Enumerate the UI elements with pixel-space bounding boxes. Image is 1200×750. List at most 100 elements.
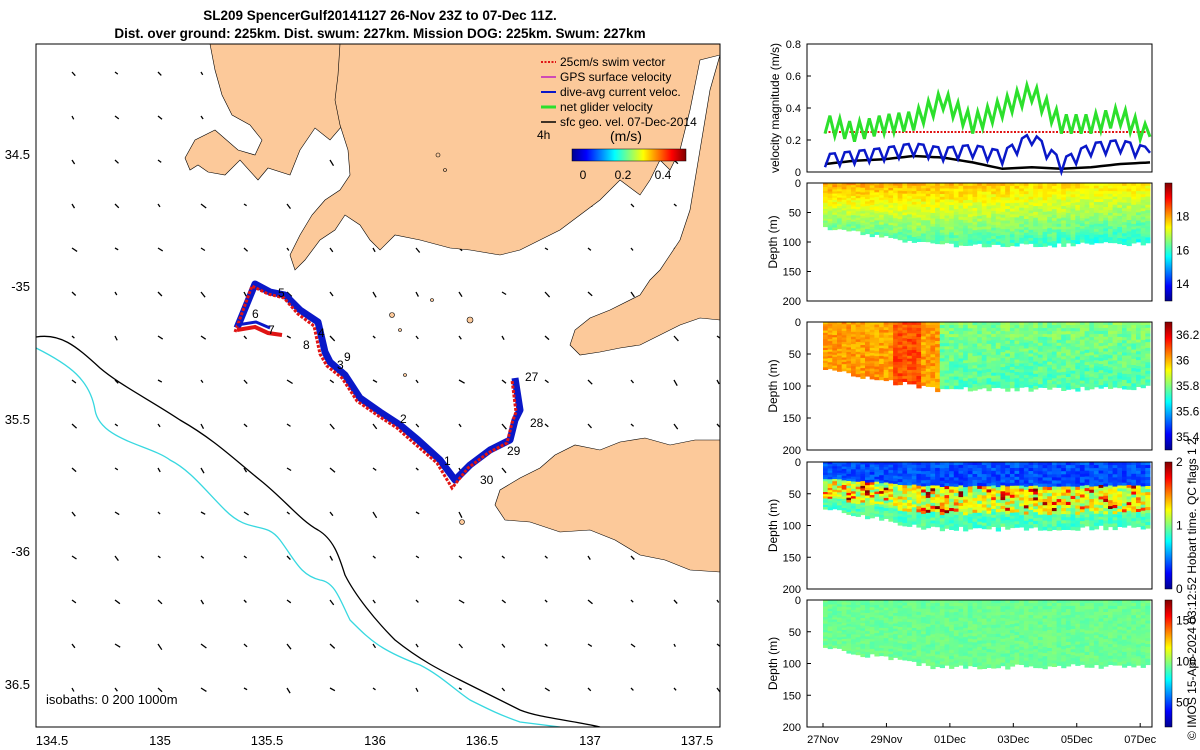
section-cell (837, 224, 843, 228)
section-cell (949, 349, 955, 353)
section-cell (846, 481, 852, 484)
section-cell (916, 497, 922, 501)
section-cell (1005, 334, 1011, 339)
section-cell (1047, 496, 1053, 500)
section-cell (832, 350, 838, 354)
section-cell (911, 467, 917, 471)
section-cell (991, 333, 997, 338)
section-cell (1005, 516, 1011, 521)
section-cell (888, 188, 894, 191)
section-cell (1108, 523, 1114, 528)
section-cell (921, 350, 927, 355)
section-cell (1019, 467, 1025, 472)
section-cell (949, 376, 955, 380)
section-cell (1084, 237, 1090, 241)
section-cell (1019, 194, 1025, 198)
section-cell (860, 329, 866, 333)
section-cell (1112, 384, 1118, 388)
section-cell (916, 331, 922, 335)
section-cell (1065, 471, 1072, 475)
section-cell (958, 233, 964, 238)
section-cell (1131, 240, 1137, 244)
section-cell (837, 494, 843, 498)
section-cell (977, 237, 983, 242)
section-cell (888, 464, 894, 468)
section-cell (832, 330, 838, 334)
section-cell (1112, 330, 1118, 335)
section-cell (1065, 501, 1072, 506)
section-cell (860, 220, 866, 224)
section-cell (897, 367, 903, 371)
section-cell (1145, 342, 1151, 346)
section-cell (823, 485, 829, 489)
section-cell (1093, 525, 1100, 530)
section-cell (921, 347, 927, 352)
section-cell (832, 487, 838, 491)
section-cell (841, 350, 847, 354)
section-cell (1145, 240, 1151, 244)
section-cell (827, 472, 833, 476)
section-cell (855, 476, 861, 480)
section-cell (846, 363, 852, 367)
section-cell (1140, 507, 1146, 512)
section-cell (944, 218, 950, 222)
section-cell (1075, 196, 1081, 201)
section-cell (1112, 489, 1118, 494)
section-cell (879, 377, 885, 381)
section-cell (1028, 378, 1034, 383)
section-cell (1131, 349, 1137, 354)
section-cell (1117, 500, 1123, 504)
section-cell (995, 384, 1001, 388)
section-cell (846, 365, 852, 369)
section-cell (846, 183, 852, 186)
section-cell (1103, 327, 1109, 332)
section-cell (888, 364, 894, 368)
section-cell (963, 360, 969, 364)
section-cell (958, 500, 964, 504)
section-cell (897, 237, 903, 241)
section-cell (893, 508, 899, 512)
section-cell (832, 496, 838, 499)
section-cell (991, 508, 997, 513)
section-cell (1098, 337, 1104, 341)
section-cell (953, 238, 959, 242)
section-cell (1028, 238, 1034, 242)
current-arrow (329, 555, 334, 561)
section-cell (855, 489, 861, 493)
section-cell (977, 346, 983, 350)
section-cell (874, 506, 880, 510)
section-cell (1056, 508, 1062, 512)
section-cell (981, 372, 987, 377)
section-cell (855, 183, 861, 186)
section-cell (902, 322, 908, 326)
section-cell (1051, 215, 1058, 219)
section-cell (832, 504, 838, 508)
section-cell (939, 328, 945, 332)
section-cell (1122, 238, 1128, 243)
section-cell (1084, 505, 1090, 509)
section-cell (1051, 229, 1058, 233)
section-cell (1136, 204, 1142, 208)
section-cell (1065, 334, 1072, 338)
section-cell (1005, 465, 1011, 469)
section-cell (1093, 204, 1100, 208)
section-cell (1005, 471, 1011, 475)
section-cell (1108, 470, 1114, 475)
section-cell (897, 193, 903, 197)
section-cell (883, 356, 889, 360)
section-cell (935, 523, 941, 528)
section-cell (1084, 464, 1090, 469)
section-cell (1126, 228, 1132, 232)
section-cell (972, 238, 978, 242)
section-cell (1075, 514, 1081, 519)
section-cell (953, 385, 959, 390)
section-cell (855, 366, 861, 370)
section-cell (972, 227, 978, 231)
section-cell (1028, 503, 1034, 508)
section-cell (1000, 197, 1006, 201)
section-cell (1023, 185, 1030, 190)
section-cell (1065, 240, 1072, 244)
section-cell (967, 507, 973, 512)
section-cell (888, 518, 894, 522)
section-cell (1117, 216, 1123, 220)
